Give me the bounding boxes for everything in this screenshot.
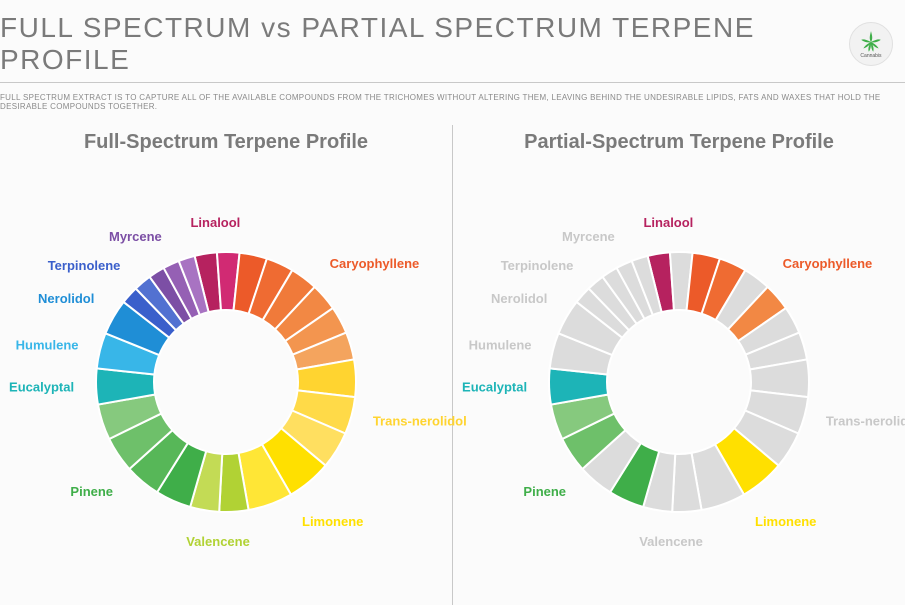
- cannabis-logo: Cannabis: [849, 22, 893, 66]
- label-terpinolene: Terpinolene: [48, 258, 121, 273]
- label-eucalyptal: Eucalyptal: [9, 380, 74, 395]
- label-linalool: Linalool: [190, 215, 240, 230]
- charts-row: Full-Spectrum Terpene Profile Linalool Ca…: [0, 125, 905, 605]
- label-limonene: Limonene: [755, 514, 816, 529]
- label-valencene: Valencene: [186, 534, 250, 549]
- page-title: FULL SPECTRUM vs PARTIAL SPECTRUM TERPEN…: [0, 12, 849, 76]
- full-spectrum-donut: LinaloolCaryophylleneTrans-nerolidolLimo…: [6, 162, 446, 602]
- label-pinene: Pinene: [523, 484, 566, 499]
- label-eucalyptal: Eucalyptal: [462, 380, 527, 395]
- label-trans_nerolidol: Trans-nerolidol: [826, 414, 905, 429]
- label-nerolidol: Nerolidol: [491, 291, 547, 306]
- partial-spectrum-donut: LinaloolCaryophylleneTrans-nerolidolLimo…: [459, 162, 899, 602]
- full-spectrum-panel: Full-Spectrum Terpene Profile Linalool Ca…: [0, 125, 453, 605]
- page-subtitle: FULL SPECTRUM EXTRACT IS TO CAPTURE ALL …: [0, 83, 905, 125]
- cannabis-leaf-icon: [858, 29, 884, 55]
- label-pinene: Pinene: [70, 484, 113, 499]
- label-caryophyllene: Caryophyllene: [783, 256, 873, 271]
- label-myrcene: Myrcene: [562, 229, 615, 244]
- label-myrcene: Myrcene: [109, 229, 162, 244]
- label-caryophyllene: Caryophyllene: [330, 256, 420, 271]
- full-spectrum-title: Full-Spectrum Terpene Profile: [84, 131, 368, 154]
- logo-caption: Cannabis: [860, 53, 881, 59]
- header: FULL SPECTRUM vs PARTIAL SPECTRUM TERPEN…: [0, 0, 905, 83]
- label-humulene: Humulene: [469, 338, 532, 353]
- label-linalool: Linalool: [643, 215, 693, 230]
- label-nerolidol: Nerolidol: [38, 291, 94, 306]
- label-valencene: Valencene: [639, 534, 703, 549]
- partial-spectrum-title: Partial-Spectrum Terpene Profile: [524, 131, 834, 154]
- label-humulene: Humulene: [16, 338, 79, 353]
- label-terpinolene: Terpinolene: [501, 258, 574, 273]
- label-limonene: Limonene: [302, 514, 363, 529]
- partial-spectrum-panel: Partial-Spectrum Terpene Profile Linaloo…: [453, 125, 905, 605]
